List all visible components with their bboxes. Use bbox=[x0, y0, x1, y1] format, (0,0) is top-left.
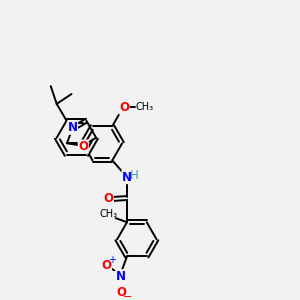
Text: CH₃: CH₃ bbox=[99, 208, 118, 219]
Text: +: + bbox=[108, 255, 116, 265]
Text: O: O bbox=[101, 259, 111, 272]
Text: CH₃: CH₃ bbox=[135, 102, 154, 112]
Text: O: O bbox=[103, 192, 113, 205]
Text: N: N bbox=[122, 171, 132, 184]
Text: −: − bbox=[123, 292, 132, 300]
Text: O: O bbox=[78, 140, 88, 153]
Text: N: N bbox=[116, 270, 126, 283]
Text: O: O bbox=[119, 101, 129, 114]
Text: N: N bbox=[68, 121, 77, 134]
Text: H: H bbox=[130, 169, 139, 182]
Text: O: O bbox=[116, 286, 126, 299]
